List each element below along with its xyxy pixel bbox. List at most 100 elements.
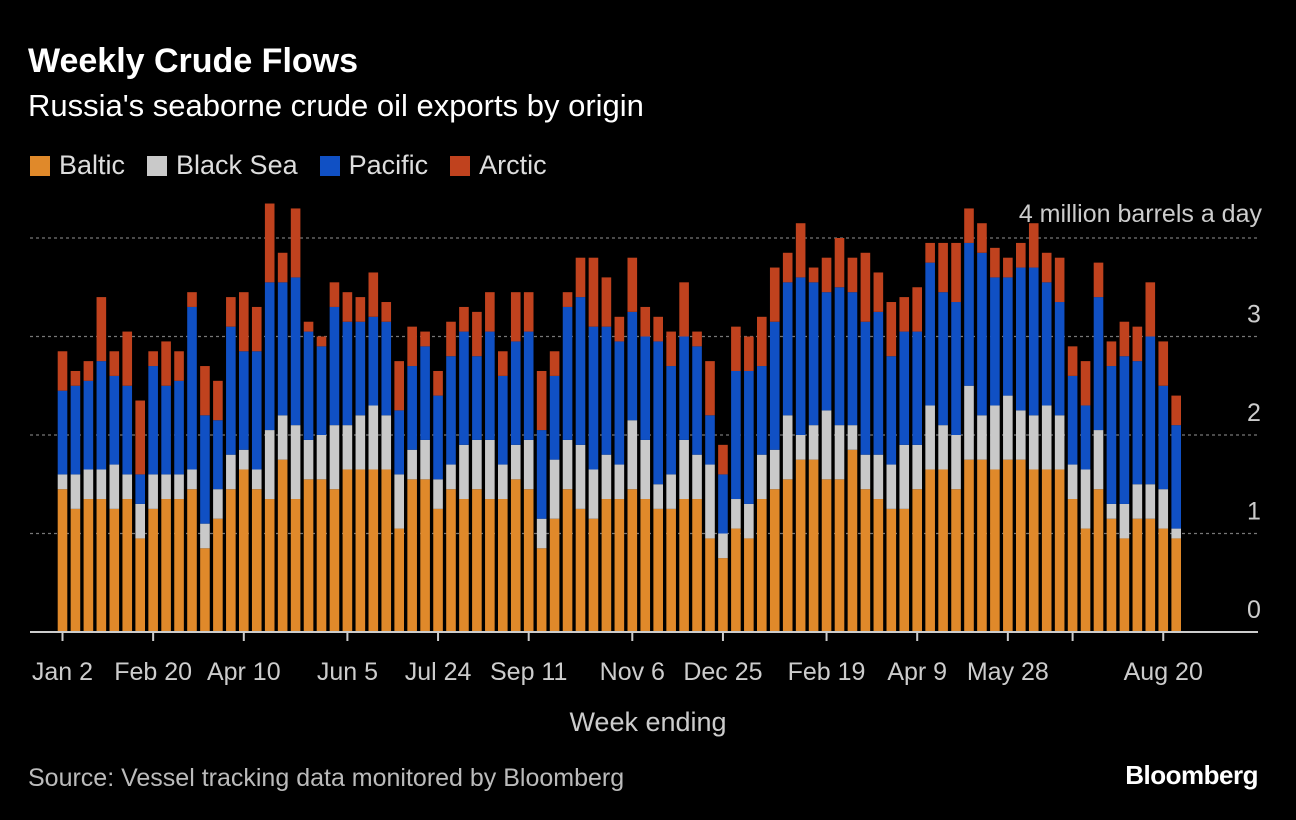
bar-baltic — [990, 469, 1000, 632]
bar-pacific — [1171, 425, 1181, 529]
bar-arctic — [498, 351, 508, 376]
source-note: Source: Vessel tracking data monitored b… — [28, 764, 625, 792]
bar-stack — [912, 287, 922, 632]
bar-arctic — [1145, 282, 1156, 337]
bar-baltic — [213, 518, 223, 632]
legend-label-arctic: Arctic — [479, 150, 547, 180]
bar-arctic — [549, 351, 560, 376]
bar-pacific — [264, 282, 275, 431]
bar-baltic — [614, 499, 625, 632]
bar-baltic — [536, 548, 547, 632]
bar-black-sea — [1119, 503, 1130, 539]
bar-black-sea — [536, 518, 547, 549]
bar-arctic — [510, 292, 521, 342]
legend-label-black-sea: Black Sea — [176, 150, 298, 180]
bar-baltic — [769, 489, 780, 632]
bar-pacific — [718, 474, 728, 534]
bar-black-sea — [148, 474, 158, 509]
bar-baltic — [1067, 499, 1078, 632]
bar-pacific — [588, 326, 599, 470]
bar-stack — [718, 444, 728, 632]
bar-baltic — [977, 459, 987, 632]
bar-black-sea — [122, 474, 133, 500]
bar-arctic — [1093, 262, 1104, 298]
bar-arctic — [769, 267, 780, 322]
bar-black-sea — [1041, 405, 1052, 470]
bar-arctic — [757, 316, 767, 367]
bar-black-sea — [446, 464, 456, 490]
bar-black-sea — [510, 444, 521, 480]
bar-baltic — [303, 479, 314, 632]
bar-black-sea — [213, 489, 223, 519]
bar-stack — [83, 361, 94, 632]
bar-pacific — [1119, 356, 1130, 504]
bar-pacific — [912, 331, 922, 445]
bar-arctic — [57, 351, 68, 391]
bar-stack — [951, 242, 961, 632]
bar-stack — [886, 302, 897, 632]
bar-black-sea — [705, 464, 715, 539]
bar-baltic — [601, 499, 612, 632]
bar-stack — [744, 336, 754, 632]
bar-baltic — [251, 489, 262, 632]
bar-pacific — [1003, 277, 1013, 396]
bar-baltic — [873, 499, 884, 632]
legend-swatch-black-sea — [147, 155, 168, 176]
bar-stack — [601, 277, 612, 632]
bar-arctic — [485, 292, 495, 332]
bar-baltic — [109, 508, 120, 632]
bar-pacific — [731, 370, 741, 500]
bar-pacific — [498, 375, 508, 465]
bar-stack — [510, 292, 521, 632]
bar-arctic — [795, 223, 806, 278]
bar-arctic — [446, 321, 456, 357]
bar-arctic — [1067, 346, 1078, 376]
bar-arctic — [394, 361, 404, 411]
bar-black-sea — [264, 430, 275, 500]
bar-baltic — [510, 479, 521, 632]
bar-baltic — [433, 508, 443, 632]
bar-baltic — [653, 508, 663, 632]
bar-black-sea — [1171, 528, 1181, 539]
bar-stack — [355, 297, 366, 632]
legend-swatch-pacific — [319, 155, 340, 176]
bar-baltic — [122, 499, 133, 632]
bar-stack — [1158, 341, 1169, 632]
bar-stack — [498, 351, 508, 632]
bar-arctic — [161, 341, 171, 386]
legend-item-arctic: Arctic — [450, 150, 547, 181]
bar-black-sea — [1067, 464, 1078, 500]
bar-baltic — [964, 459, 974, 632]
bar-baltic — [925, 469, 935, 632]
bar-stack — [57, 351, 68, 632]
chart-subtitle: Russia's seaborne crude oil exports by o… — [28, 88, 644, 123]
bar-pacific — [83, 380, 94, 470]
bar-black-sea — [498, 464, 508, 500]
bar-baltic — [886, 508, 897, 632]
bar-stack — [1067, 346, 1078, 632]
bar-baltic — [562, 489, 573, 632]
bar-baltic — [640, 499, 651, 632]
bar-stack — [640, 306, 651, 632]
legend: Baltic Black Sea Pacific Arctic — [30, 150, 569, 181]
bar-black-sea — [757, 454, 767, 500]
bar-black-sea — [251, 469, 262, 490]
bar-black-sea — [433, 479, 443, 509]
bar-pacific — [1041, 282, 1052, 406]
bar-black-sea — [316, 435, 327, 480]
bar-pacific — [342, 321, 353, 426]
bar-pacific — [135, 474, 145, 504]
bar-pacific — [873, 311, 884, 455]
bar-pacific — [757, 366, 767, 455]
bar-stack — [342, 292, 353, 632]
bar-baltic — [57, 489, 68, 632]
bar-baltic — [290, 499, 301, 632]
bar-black-sea — [200, 523, 210, 549]
bar-arctic — [329, 282, 340, 307]
bar-baltic — [355, 469, 366, 632]
bars — [57, 203, 1181, 632]
bar-black-sea — [925, 405, 935, 470]
bar-baltic — [472, 489, 482, 632]
bar-stack — [96, 297, 107, 632]
legend-swatch-baltic — [30, 155, 50, 176]
